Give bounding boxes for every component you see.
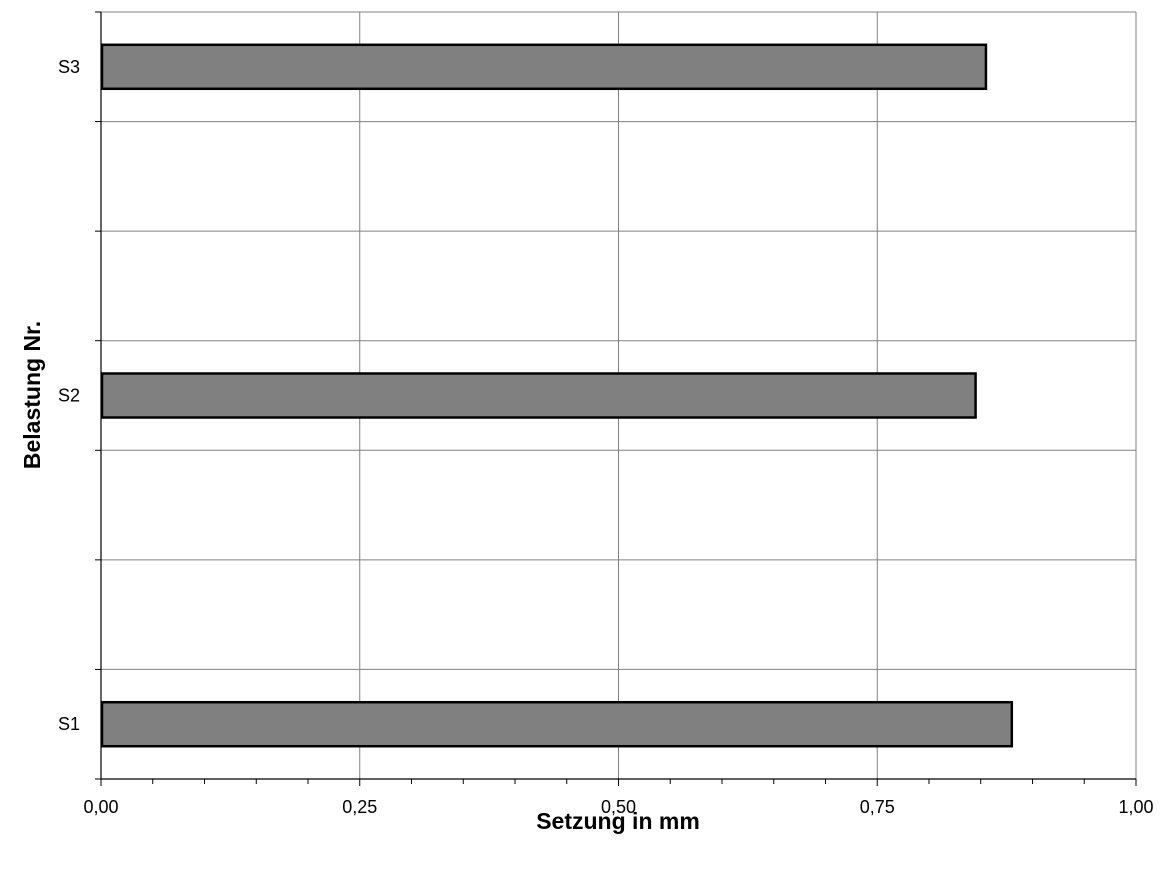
x-tick-label: 0,75 (860, 797, 895, 817)
y-tick-label: S2 (58, 386, 80, 406)
bar-s1 (100, 700, 1014, 748)
y-tick-label: S3 (58, 57, 80, 77)
y-axis-title: Belastung Nr. (19, 321, 45, 469)
bar-s2 (100, 372, 977, 419)
x-tick-label: 0,50 (601, 797, 636, 817)
axes (95, 11, 1137, 786)
x-axis-title: Setzung in mm (536, 808, 700, 834)
tick-labels: S3 S2 S1 0,00 0,25 0,50 0,75 1,00 (58, 57, 1154, 817)
x-tick-label: 1,00 (1118, 797, 1153, 817)
bar-s3 (100, 43, 988, 91)
x-tick-label: 0,25 (342, 797, 377, 817)
grid-lines (101, 11, 1137, 779)
bars (100, 43, 1014, 748)
y-tick-label: S1 (58, 714, 80, 734)
x-tick-label: 0,00 (83, 797, 118, 817)
